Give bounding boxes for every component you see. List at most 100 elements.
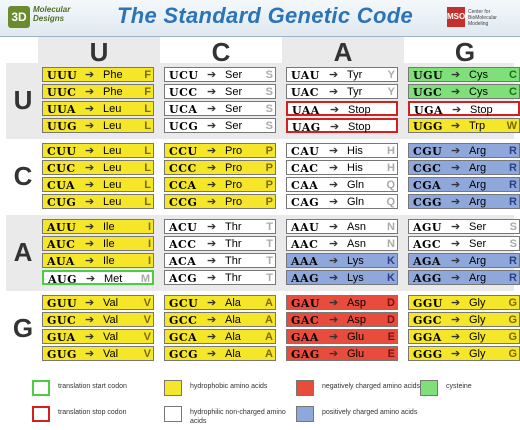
codon-triplet: CAA bbox=[291, 179, 319, 192]
amino-acid-letter: F bbox=[144, 69, 151, 81]
codon-triplet: UUA bbox=[47, 103, 76, 116]
amino-acid-letter: I bbox=[147, 221, 151, 233]
codon-cell-uca: UCA ➔ Ser S bbox=[164, 101, 276, 116]
codon-cell-agc: AGC ➔ Ser S bbox=[408, 236, 520, 251]
codon-triplet: GUC bbox=[47, 314, 77, 327]
amino-acid-name: Stop bbox=[348, 121, 371, 133]
amino-acid-name: Val bbox=[103, 297, 119, 309]
arrow-icon: ➔ bbox=[207, 145, 217, 157]
codon-cell-gcu: GCU ➔ Ala A bbox=[164, 295, 276, 310]
codon-cell-uuu: UUU ➔ Phe F bbox=[42, 67, 154, 82]
codon-triplet: ACA bbox=[169, 255, 197, 268]
amino-acid-letter: R bbox=[509, 255, 517, 267]
amino-acid-letter: H bbox=[387, 162, 395, 174]
codon-cell-caa: CAA ➔ Gln Q bbox=[286, 177, 398, 192]
codon-triplet: AAU bbox=[291, 221, 320, 234]
codon-triplet: GCG bbox=[169, 348, 199, 361]
codon-cell-acu: ACU ➔ Thr T bbox=[164, 219, 276, 234]
arrow-icon: ➔ bbox=[85, 238, 95, 250]
column-band bbox=[404, 37, 520, 63]
amino-acid-name: Thr bbox=[225, 221, 242, 233]
legend-swatch bbox=[296, 380, 314, 396]
codon-cell-uua: UUA ➔ Leu L bbox=[42, 101, 154, 116]
amino-acid-name: Ala bbox=[225, 314, 241, 326]
amino-acid-letter: R bbox=[509, 196, 517, 208]
arrow-icon: ➔ bbox=[207, 196, 217, 208]
arrow-icon: ➔ bbox=[329, 86, 339, 98]
amino-acid-name: Trp bbox=[469, 120, 486, 132]
codon-triplet: CAC bbox=[291, 162, 319, 175]
codon-triplet: AAC bbox=[291, 238, 319, 251]
codon-cell-aac: AAC ➔ Asn N bbox=[286, 236, 398, 251]
amino-acid-letter: K bbox=[387, 272, 395, 284]
codon-cell-ucc: UCC ➔ Ser S bbox=[164, 84, 276, 99]
codon-block: ACU ➔ Thr T ACC ➔ Thr T ACA ➔ Thr T ACG ➔ Thr T bbox=[164, 219, 278, 287]
amino-acid-name: Leu bbox=[103, 162, 122, 174]
amino-acid-name: Thr bbox=[225, 238, 242, 250]
arrow-icon: ➔ bbox=[329, 221, 339, 233]
amino-acid-name: Asn bbox=[347, 238, 366, 250]
msoe-logo-mark: MSOE bbox=[447, 7, 471, 27]
legend-label: translation start codon bbox=[58, 383, 127, 390]
codon-triplet: UCC bbox=[169, 86, 198, 99]
msoe-logo: MSOE Center for BioMolecular Modeling bbox=[447, 7, 509, 29]
amino-acid-letter: A bbox=[265, 297, 273, 309]
legend-label: hydrophobic amino acids bbox=[190, 383, 268, 390]
codon-cell-cac: CAC ➔ His H bbox=[286, 160, 398, 175]
codon-triplet: CUA bbox=[47, 179, 76, 192]
first-base-g: G bbox=[12, 313, 34, 343]
codon-cell-ccu: CCU ➔ Pro P bbox=[164, 143, 276, 158]
amino-acid-name: Arg bbox=[469, 162, 487, 174]
amino-acid-name: Leu bbox=[103, 179, 122, 191]
codon-triplet: GUG bbox=[47, 348, 77, 361]
arrow-icon: ➔ bbox=[85, 69, 95, 81]
codon-triplet: UUG bbox=[47, 120, 78, 133]
arrow-icon: ➔ bbox=[329, 314, 339, 326]
arrow-icon: ➔ bbox=[451, 297, 461, 309]
codon-triplet: ACC bbox=[169, 238, 197, 251]
arrow-icon: ➔ bbox=[85, 297, 95, 309]
amino-acid-name: Pro bbox=[225, 145, 243, 157]
amino-acid-letter: S bbox=[265, 86, 273, 98]
second-base-a: A bbox=[333, 37, 353, 67]
codon-block: GCU ➔ Ala A GCC ➔ Ala A GCA ➔ Ala A GCG ➔ Ala A bbox=[164, 295, 278, 363]
codon-block: GGU ➔ Gly G GGC ➔ Gly G GGA ➔ Gly G GGG ➔ Gly G bbox=[408, 295, 520, 363]
codon-triplet: UUC bbox=[47, 86, 77, 99]
codon-cell-agg: AGG ➔ Arg R bbox=[408, 270, 520, 285]
codon-triplet: CAU bbox=[291, 145, 320, 158]
codon-triplet: AGC bbox=[413, 238, 442, 251]
codon-triplet: GAG bbox=[291, 348, 320, 361]
amino-acid-letter: H bbox=[387, 145, 395, 157]
codon-triplet: UUU bbox=[47, 69, 78, 82]
amino-acid-name: Ser bbox=[225, 86, 243, 98]
arrow-icon: ➔ bbox=[451, 196, 461, 208]
codon-cell-gau: GAU ➔ Asp D bbox=[286, 295, 398, 310]
arrow-icon: ➔ bbox=[451, 179, 461, 191]
amino-acid-name: Ser bbox=[225, 103, 243, 115]
amino-acid-letter: L bbox=[144, 103, 151, 115]
arrow-icon: ➔ bbox=[451, 145, 461, 157]
codon-block: UCU ➔ Ser S UCC ➔ Ser S UCA ➔ Ser S UCG ➔ Ser S bbox=[164, 67, 278, 135]
amino-acid-letter: L bbox=[144, 145, 151, 157]
codon-cell-cga: CGA ➔ Arg R bbox=[408, 177, 520, 192]
codon-triplet: AAG bbox=[291, 272, 319, 285]
codon-triplet: CAG bbox=[291, 196, 320, 209]
amino-acid-letter: T bbox=[266, 255, 273, 267]
amino-acid-name: Stop bbox=[470, 104, 493, 116]
codon-triplet: GUU bbox=[47, 297, 78, 310]
codon-triplet: GAU bbox=[291, 297, 321, 310]
second-base-g: G bbox=[454, 37, 476, 67]
arrow-icon: ➔ bbox=[451, 331, 461, 343]
codon-triplet: AUC bbox=[47, 238, 76, 251]
amino-acid-letter: D bbox=[387, 314, 395, 326]
legend-item-stop: translation stop codon bbox=[32, 406, 157, 428]
arrow-icon: ➔ bbox=[85, 103, 95, 115]
amino-acid-letter: L bbox=[144, 196, 151, 208]
amino-acid-letter: V bbox=[143, 348, 151, 360]
arrow-icon: ➔ bbox=[85, 179, 95, 191]
codon-cell-gcg: GCG ➔ Ala A bbox=[164, 346, 276, 361]
codon-cell-cca: CCA ➔ Pro P bbox=[164, 177, 276, 192]
logo-text: Molecular Designs bbox=[33, 5, 71, 23]
codon-triplet: AUG bbox=[48, 273, 78, 286]
amino-acid-letter: T bbox=[266, 238, 273, 250]
